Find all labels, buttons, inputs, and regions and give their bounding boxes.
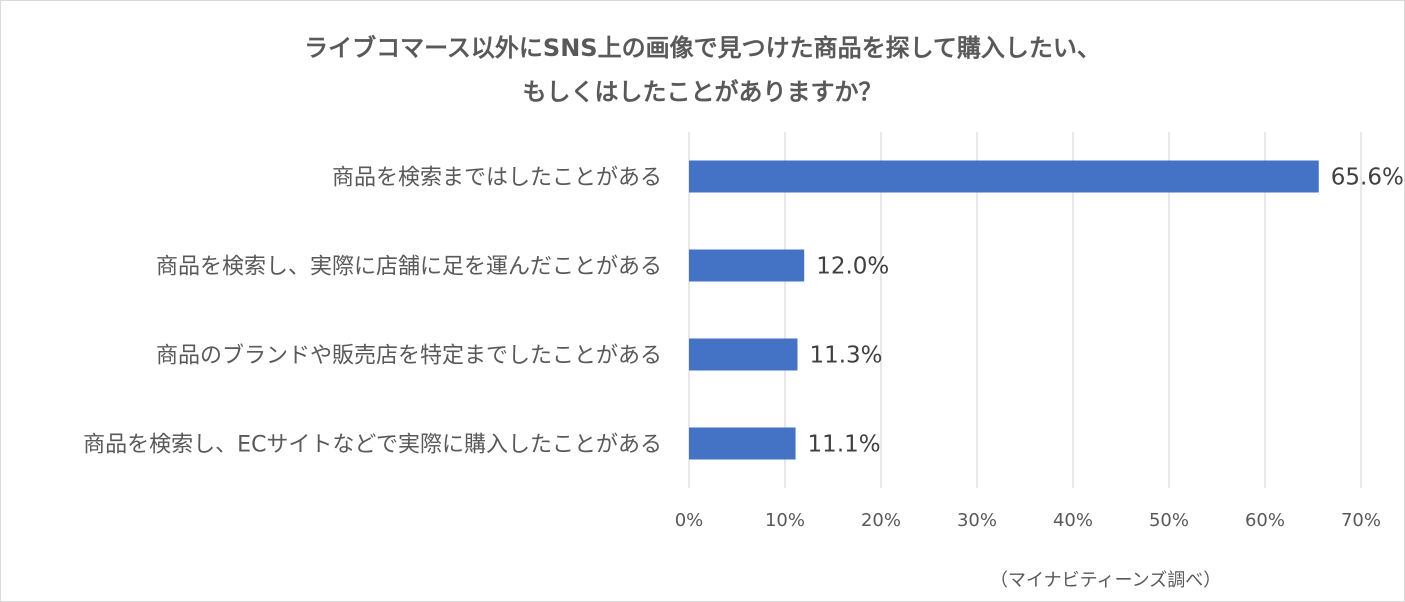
value-label-2: 12.0%: [816, 254, 889, 280]
category-label-2: 商品を検索し、実際に店舗に足を運んだことがある: [156, 255, 662, 280]
category-label-3: 商品のブランドや販売店を特定までしたことがある: [156, 344, 662, 369]
x-tick-label-50: 50%: [1149, 510, 1189, 531]
x-tick-label-60: 60%: [1245, 510, 1285, 531]
x-tick-label-70: 70%: [1341, 510, 1381, 531]
chart-title: ライブコマース以外にSNS上の画像で見つけた商品を探して購入したい、 もしくはし…: [0, 26, 1405, 114]
source-note: （マイナビティーンズ調べ）: [990, 570, 1222, 591]
chart-title-line-2: もしくはしたことがありますか？: [522, 78, 883, 106]
bar-4: [689, 427, 796, 460]
x-tick-label-10: 10%: [765, 510, 805, 531]
bar-3: [689, 338, 798, 371]
bar-2: [689, 249, 805, 282]
x-tick-label-20: 20%: [861, 510, 901, 531]
value-label-1: 65.6%: [1331, 165, 1404, 191]
value-label-4: 11.1%: [808, 432, 881, 458]
x-tick-label-40: 40%: [1053, 510, 1093, 531]
value-label-3: 11.3%: [809, 343, 882, 369]
category-label-1: 商品を検索まではしたことがある: [332, 166, 662, 191]
chart-title-line-1: ライブコマース以外にSNS上の画像で見つけた商品を探して購入したい、: [304, 34, 1101, 62]
category-label-4: 商品を検索し、ECサイトなどで実際に購入したことがある: [83, 433, 662, 458]
bar-1: [689, 160, 1319, 193]
x-tick-label-30: 30%: [957, 510, 997, 531]
x-tick-label-0: 0%: [675, 510, 704, 531]
